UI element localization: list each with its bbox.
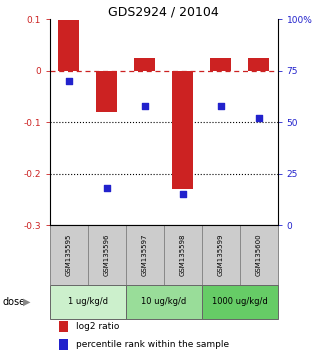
Point bbox=[180, 192, 185, 197]
Text: ▶: ▶ bbox=[23, 297, 30, 307]
Bar bbox=[210, 58, 231, 71]
Title: GDS2924 / 20104: GDS2924 / 20104 bbox=[108, 5, 219, 18]
Text: dose: dose bbox=[3, 297, 26, 307]
FancyBboxPatch shape bbox=[164, 225, 202, 285]
Text: GSM135600: GSM135600 bbox=[256, 234, 262, 276]
Text: percentile rank within the sample: percentile rank within the sample bbox=[76, 339, 229, 349]
Point bbox=[218, 103, 223, 109]
Bar bbox=[59, 339, 68, 349]
FancyBboxPatch shape bbox=[202, 285, 278, 319]
FancyBboxPatch shape bbox=[88, 225, 126, 285]
Text: log2 ratio: log2 ratio bbox=[76, 322, 119, 331]
Text: 1 ug/kg/d: 1 ug/kg/d bbox=[68, 297, 108, 306]
Text: GSM135597: GSM135597 bbox=[142, 234, 148, 276]
Point bbox=[256, 115, 261, 121]
Text: GSM135599: GSM135599 bbox=[218, 234, 224, 276]
Text: 1000 ug/kg/d: 1000 ug/kg/d bbox=[212, 297, 268, 306]
Bar bbox=[248, 58, 269, 71]
Text: GSM135598: GSM135598 bbox=[180, 234, 186, 276]
Text: 10 ug/kg/d: 10 ug/kg/d bbox=[141, 297, 186, 306]
FancyBboxPatch shape bbox=[240, 225, 278, 285]
Bar bbox=[59, 321, 68, 332]
FancyBboxPatch shape bbox=[50, 225, 88, 285]
FancyBboxPatch shape bbox=[126, 225, 164, 285]
Bar bbox=[58, 21, 79, 71]
Bar bbox=[172, 71, 193, 189]
Point bbox=[104, 185, 109, 191]
FancyBboxPatch shape bbox=[126, 285, 202, 319]
Point bbox=[142, 103, 147, 109]
Text: GSM135596: GSM135596 bbox=[104, 234, 110, 276]
FancyBboxPatch shape bbox=[202, 225, 240, 285]
Bar bbox=[96, 71, 117, 112]
FancyBboxPatch shape bbox=[50, 285, 126, 319]
Text: GSM135595: GSM135595 bbox=[66, 234, 72, 276]
Point bbox=[66, 78, 71, 84]
Bar bbox=[134, 58, 155, 71]
